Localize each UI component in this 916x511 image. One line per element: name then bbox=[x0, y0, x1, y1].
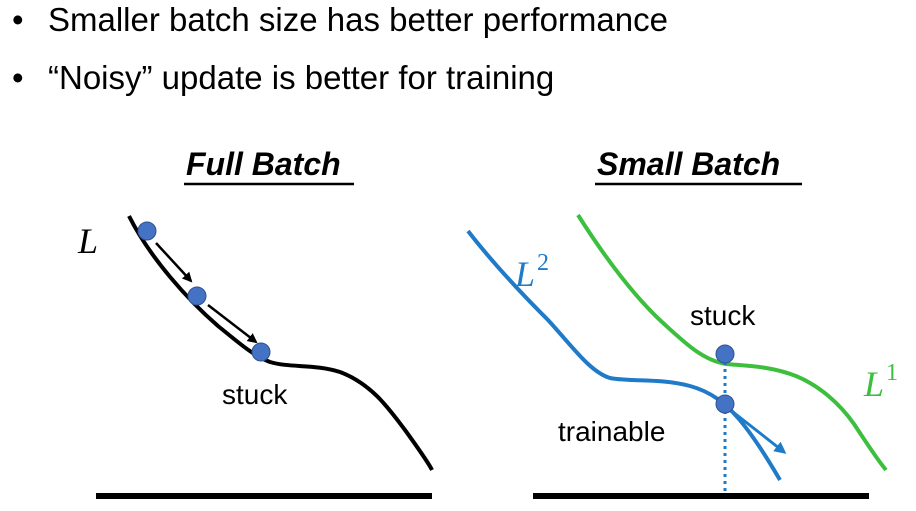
bullet-dot: • bbox=[12, 59, 24, 96]
curve-label-l: L bbox=[77, 221, 98, 261]
bullet-list: • Smaller batch size has better performan… bbox=[12, 0, 668, 118]
stuck-annotation: stuck bbox=[222, 379, 288, 410]
descent-arrow bbox=[207, 304, 258, 344]
loss-curve-l2 bbox=[466, 229, 782, 482]
ball-marker-stuck bbox=[715, 344, 735, 364]
bullet-item: • Smaller batch size has better performan… bbox=[12, 2, 668, 60]
curve-label-l2: L2 bbox=[514, 250, 549, 294]
bullet-item: • “Noisy” update is better for training bbox=[12, 60, 668, 118]
curve-label-l1: L1 bbox=[863, 360, 898, 404]
bullet-text: Smaller batch size has better performanc… bbox=[48, 1, 668, 38]
full-batch-title: Full Batch bbox=[186, 146, 341, 182]
ball-marker bbox=[137, 221, 157, 241]
trainable-annotation: trainable bbox=[558, 416, 665, 447]
bullet-text: “Noisy” update is better for training bbox=[48, 59, 555, 96]
small-batch-title: Small Batch bbox=[597, 146, 780, 182]
small-batch-panel: Small Batch L2 L1 stuck trainable bbox=[466, 146, 898, 499]
ball-marker bbox=[187, 286, 207, 306]
stuck-annotation: stuck bbox=[690, 300, 756, 331]
descent-arrow bbox=[155, 242, 193, 283]
loss-curve-l1 bbox=[576, 213, 888, 472]
loss-curve-l bbox=[127, 215, 434, 471]
full-batch-panel: Full Batch L stuck bbox=[77, 146, 434, 499]
ball-marker-trainable bbox=[715, 394, 735, 414]
trainable-arrow bbox=[732, 410, 787, 454]
ball-marker bbox=[251, 342, 271, 362]
bullet-dot: • bbox=[12, 1, 24, 38]
